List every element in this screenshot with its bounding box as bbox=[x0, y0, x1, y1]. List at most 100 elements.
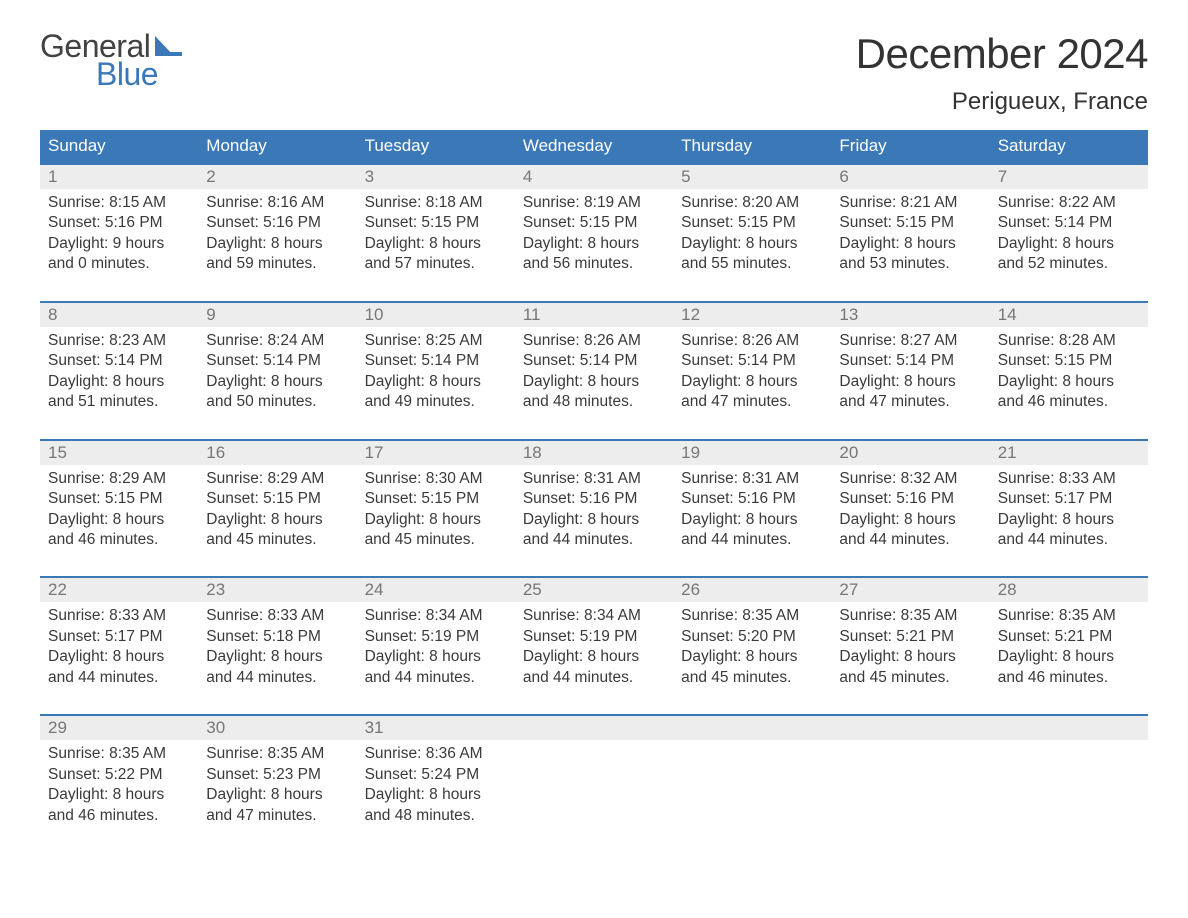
calendar-day: 18Sunrise: 8:31 AMSunset: 5:16 PMDayligh… bbox=[515, 441, 673, 555]
day-number-row: 29 bbox=[40, 716, 198, 740]
daylight-line-1: Daylight: 8 hours bbox=[206, 785, 348, 805]
sunset-line: Sunset: 5:15 PM bbox=[206, 489, 348, 509]
day-number-row: 2 bbox=[198, 165, 356, 189]
day-number-row: 4 bbox=[515, 165, 673, 189]
daylight-line-2: and 46 minutes. bbox=[998, 668, 1140, 688]
calendar: Sunday Monday Tuesday Wednesday Thursday… bbox=[40, 130, 1148, 830]
day-number: 18 bbox=[523, 443, 542, 462]
day-number-row: 11 bbox=[515, 303, 673, 327]
calendar-day: 23Sunrise: 8:33 AMSunset: 5:18 PMDayligh… bbox=[198, 578, 356, 692]
sunrise-line: Sunrise: 8:26 AM bbox=[523, 331, 665, 351]
day-number-row: 16 bbox=[198, 441, 356, 465]
calendar-day bbox=[831, 716, 989, 830]
calendar-day: 8Sunrise: 8:23 AMSunset: 5:14 PMDaylight… bbox=[40, 303, 198, 417]
day-number-row: 22 bbox=[40, 578, 198, 602]
calendar-day: 15Sunrise: 8:29 AMSunset: 5:15 PMDayligh… bbox=[40, 441, 198, 555]
sunset-line: Sunset: 5:16 PM bbox=[523, 489, 665, 509]
sunrise-line: Sunrise: 8:18 AM bbox=[365, 193, 507, 213]
calendar-day: 9Sunrise: 8:24 AMSunset: 5:14 PMDaylight… bbox=[198, 303, 356, 417]
sunrise-line: Sunrise: 8:35 AM bbox=[206, 744, 348, 764]
daylight-line-2: and 50 minutes. bbox=[206, 392, 348, 412]
day-number: 25 bbox=[523, 580, 542, 599]
day-details: Sunrise: 8:35 AMSunset: 5:21 PMDaylight:… bbox=[990, 602, 1148, 692]
daylight-line-2: and 53 minutes. bbox=[839, 254, 981, 274]
daylight-line-2: and 48 minutes. bbox=[523, 392, 665, 412]
day-number-row: 6 bbox=[831, 165, 989, 189]
sunset-line: Sunset: 5:19 PM bbox=[523, 627, 665, 647]
sunrise-line: Sunrise: 8:15 AM bbox=[48, 193, 190, 213]
day-details: Sunrise: 8:35 AMSunset: 5:20 PMDaylight:… bbox=[673, 602, 831, 692]
calendar-day: 7Sunrise: 8:22 AMSunset: 5:14 PMDaylight… bbox=[990, 165, 1148, 279]
day-details: Sunrise: 8:15 AMSunset: 5:16 PMDaylight:… bbox=[40, 189, 198, 279]
day-number: 5 bbox=[681, 167, 690, 186]
sunset-line: Sunset: 5:16 PM bbox=[206, 213, 348, 233]
sunrise-line: Sunrise: 8:33 AM bbox=[48, 606, 190, 626]
day-number-row: 17 bbox=[357, 441, 515, 465]
sunrise-line: Sunrise: 8:29 AM bbox=[48, 469, 190, 489]
sunrise-line: Sunrise: 8:34 AM bbox=[523, 606, 665, 626]
calendar-day: 19Sunrise: 8:31 AMSunset: 5:16 PMDayligh… bbox=[673, 441, 831, 555]
day-number: 17 bbox=[365, 443, 384, 462]
day-number-row: 21 bbox=[990, 441, 1148, 465]
calendar-day: 25Sunrise: 8:34 AMSunset: 5:19 PMDayligh… bbox=[515, 578, 673, 692]
sunset-line: Sunset: 5:16 PM bbox=[48, 213, 190, 233]
daylight-line-2: and 0 minutes. bbox=[48, 254, 190, 274]
sunrise-line: Sunrise: 8:36 AM bbox=[365, 744, 507, 764]
day-number-row: 14 bbox=[990, 303, 1148, 327]
daylight-line-2: and 57 minutes. bbox=[365, 254, 507, 274]
calendar-day: 11Sunrise: 8:26 AMSunset: 5:14 PMDayligh… bbox=[515, 303, 673, 417]
sunset-line: Sunset: 5:20 PM bbox=[681, 627, 823, 647]
dow-sunday: Sunday bbox=[40, 130, 198, 163]
daylight-line-1: Daylight: 8 hours bbox=[681, 647, 823, 667]
daylight-line-1: Daylight: 8 hours bbox=[365, 372, 507, 392]
day-number-row: 19 bbox=[673, 441, 831, 465]
day-number-row: 1 bbox=[40, 165, 198, 189]
day-details: Sunrise: 8:29 AMSunset: 5:15 PMDaylight:… bbox=[40, 465, 198, 555]
daylight-line-1: Daylight: 8 hours bbox=[998, 510, 1140, 530]
day-details: Sunrise: 8:19 AMSunset: 5:15 PMDaylight:… bbox=[515, 189, 673, 279]
daylight-line-1: Daylight: 8 hours bbox=[48, 785, 190, 805]
daylight-line-2: and 49 minutes. bbox=[365, 392, 507, 412]
day-details: Sunrise: 8:35 AMSunset: 5:21 PMDaylight:… bbox=[831, 602, 989, 692]
sunset-line: Sunset: 5:14 PM bbox=[365, 351, 507, 371]
day-details: Sunrise: 8:20 AMSunset: 5:15 PMDaylight:… bbox=[673, 189, 831, 279]
sunset-line: Sunset: 5:14 PM bbox=[681, 351, 823, 371]
sunset-line: Sunset: 5:23 PM bbox=[206, 765, 348, 785]
day-number: 13 bbox=[839, 305, 858, 324]
day-number: 4 bbox=[523, 167, 532, 186]
sunset-line: Sunset: 5:15 PM bbox=[48, 489, 190, 509]
sunrise-line: Sunrise: 8:25 AM bbox=[365, 331, 507, 351]
day-number-row: 3 bbox=[357, 165, 515, 189]
sunset-line: Sunset: 5:17 PM bbox=[48, 627, 190, 647]
sunrise-line: Sunrise: 8:35 AM bbox=[998, 606, 1140, 626]
day-details: Sunrise: 8:22 AMSunset: 5:14 PMDaylight:… bbox=[990, 189, 1148, 279]
day-details: Sunrise: 8:16 AMSunset: 5:16 PMDaylight:… bbox=[198, 189, 356, 279]
sunset-line: Sunset: 5:14 PM bbox=[998, 213, 1140, 233]
day-number: 27 bbox=[839, 580, 858, 599]
daylight-line-1: Daylight: 8 hours bbox=[839, 647, 981, 667]
day-number: 16 bbox=[206, 443, 225, 462]
daylight-line-1: Daylight: 8 hours bbox=[681, 234, 823, 254]
daylight-line-1: Daylight: 8 hours bbox=[998, 372, 1140, 392]
sunrise-line: Sunrise: 8:21 AM bbox=[839, 193, 981, 213]
day-details: Sunrise: 8:35 AMSunset: 5:23 PMDaylight:… bbox=[198, 740, 356, 830]
day-number: 20 bbox=[839, 443, 858, 462]
day-number: 12 bbox=[681, 305, 700, 324]
sunset-line: Sunset: 5:16 PM bbox=[681, 489, 823, 509]
days-of-week-header: Sunday Monday Tuesday Wednesday Thursday… bbox=[40, 130, 1148, 163]
daylight-line-2: and 52 minutes. bbox=[998, 254, 1140, 274]
calendar-day: 5 Sunrise: 8:20 AMSunset: 5:15 PMDaylight… bbox=[673, 165, 831, 279]
day-number: 22 bbox=[48, 580, 67, 599]
day-number-row: 28 bbox=[990, 578, 1148, 602]
day-number-row: 13 bbox=[831, 303, 989, 327]
daylight-line-2: and 44 minutes. bbox=[523, 530, 665, 550]
daylight-line-1: Daylight: 8 hours bbox=[839, 510, 981, 530]
calendar-day: 26Sunrise: 8:35 AMSunset: 5:20 PMDayligh… bbox=[673, 578, 831, 692]
day-number: 11 bbox=[523, 305, 541, 324]
day-details: Sunrise: 8:32 AMSunset: 5:16 PMDaylight:… bbox=[831, 465, 989, 555]
daylight-line-1: Daylight: 8 hours bbox=[48, 372, 190, 392]
dow-tuesday: Tuesday bbox=[357, 130, 515, 163]
daylight-line-1: Daylight: 8 hours bbox=[523, 234, 665, 254]
calendar-day: 30Sunrise: 8:35 AMSunset: 5:23 PMDayligh… bbox=[198, 716, 356, 830]
day-details: Sunrise: 8:26 AMSunset: 5:14 PMDaylight:… bbox=[673, 327, 831, 417]
